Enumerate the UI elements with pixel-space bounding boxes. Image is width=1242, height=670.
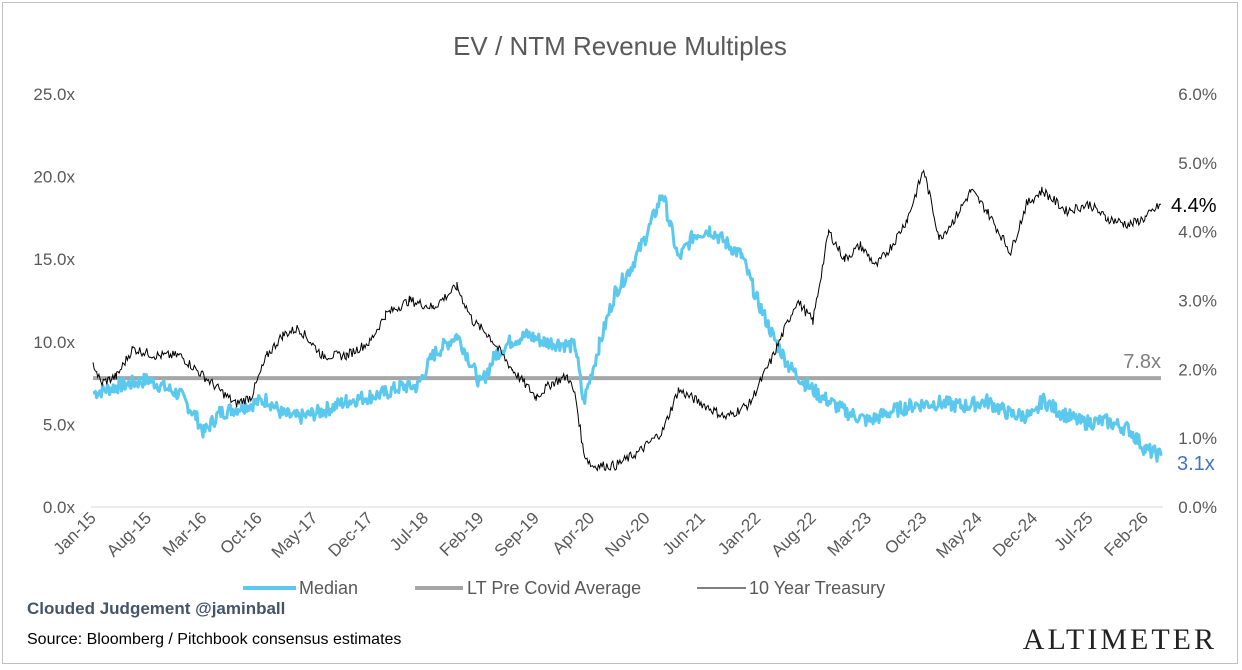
right-tick-label: 2.0% [1178,360,1217,379]
left-tick-label: 25.0x [33,85,75,104]
x-tick-label: Aug-22 [768,508,820,560]
legend-label-treasury: 10 Year Treasury [749,578,885,598]
x-tick-label: Aug-15 [103,508,155,560]
x-tick-label: Sep-19 [491,508,543,560]
x-tick-label: Oct-23 [881,508,931,558]
x-tick-label: Feb-19 [436,508,488,560]
left-tick-label: 5.0x [43,415,76,434]
median-end-label: 3.1x [1177,453,1215,475]
source-note: Source: Bloomberg / Pitchbook consensus … [27,631,402,648]
end-labels: 7.8x 3.1x 4.4% [1123,195,1217,475]
legend-label-median: Median [299,578,358,598]
median-line [92,194,1163,463]
average-end-label: 7.8x [1123,351,1161,373]
x-tick-label: Mar-16 [159,508,211,560]
x-tick-label: May-17 [268,508,322,562]
x-tick-label: Apr-20 [549,508,599,558]
x-tick-label: Nov-20 [601,508,653,560]
left-tick-label: 15.0x [33,250,75,269]
brand-caption: Clouded Judgement @jaminball [27,599,286,618]
right-tick-label: 3.0% [1178,292,1217,311]
treasury-end-label: 4.4% [1171,195,1217,217]
x-tick-label: Jan-22 [714,508,764,558]
x-tick-label: Jul-25 [1050,508,1096,554]
left-axis: 0.0x 5.0x 10.0x 15.0x 20.0x 25.0x [33,85,75,517]
right-tick-label: 0.0% [1178,498,1217,517]
x-tick-label: Jul-18 [386,508,432,554]
x-tick-label: Jun-21 [659,508,709,558]
altimeter-logo: ALTIMETER [1022,623,1217,656]
x-tick-label: Dec-17 [325,508,377,560]
legend: Median LT Pre Covid Average 10 Year Trea… [243,578,885,598]
right-tick-label: 4.0% [1178,223,1217,242]
x-tick-label: May-24 [932,508,986,562]
series-layer [92,169,1163,472]
right-tick-label: 1.0% [1178,429,1217,448]
chart-title: EV / NTM Revenue Multiples [453,31,787,61]
right-axis: 0.0% 1.0% 2.0% 3.0% 4.0% 5.0% 6.0% [1178,85,1217,517]
x-tick-label: Mar-23 [824,508,876,560]
right-tick-label: 6.0% [1178,85,1217,104]
left-tick-label: 0.0x [43,498,76,517]
x-tick-label: Dec-24 [989,508,1041,560]
legend-label-average: LT Pre Covid Average [467,578,641,598]
x-axis: Jan-15 Aug-15 Mar-16 Oct-16 May-17 Dec-17 Jul-… [50,508,1152,562]
right-tick-label: 5.0% [1178,154,1217,173]
x-tick-label: Feb-26 [1100,508,1152,560]
x-tick-label: Oct-16 [216,508,266,558]
left-tick-label: 20.0x [33,168,75,187]
chart-canvas: EV / NTM Revenue Multiples 0.0x 5.0x 10.0x… [33,31,1217,598]
treasury-line [92,169,1162,472]
left-tick-label: 10.0x [33,333,75,352]
